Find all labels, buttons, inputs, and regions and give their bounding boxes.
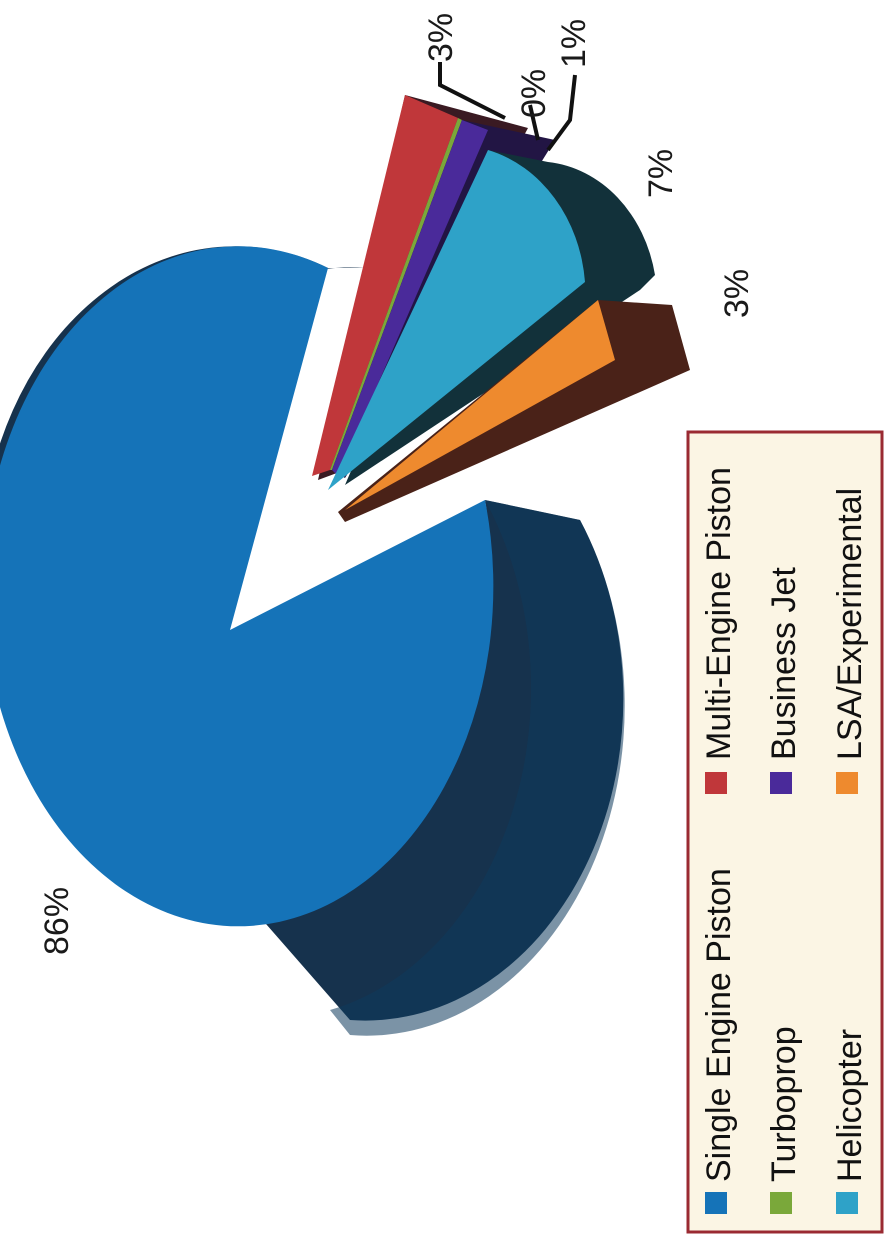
slice-turboprop-top — [330, 118, 462, 470]
leader-turboprop — [528, 104, 540, 141]
slice-single-engine-piston-shade — [330, 500, 625, 1036]
legend-label-multi-engine-piston: Multi-Engine Piston — [700, 467, 738, 760]
legend-swatch-lsa-experimental — [836, 772, 858, 794]
leader-business-jet — [546, 74, 577, 152]
pct-label-multi-engine-piston: 3% — [422, 13, 460, 62]
pct-label-single-engine-piston: 86% — [38, 887, 76, 955]
pct-label-turboprop: 0% — [515, 69, 553, 118]
legend-label-helicopter: Helicopter — [831, 1029, 869, 1182]
slice-multi-engine-piston-top — [312, 95, 458, 476]
leader-lines — [438, 62, 577, 152]
slice-lsa-experimental — [338, 300, 690, 522]
slice-single-engine-piston — [0, 246, 625, 1036]
legend-swatch-multi-engine-piston — [705, 772, 727, 794]
slice-business-jet-top — [332, 120, 488, 476]
slice-turboprop — [330, 118, 462, 470]
legend-swatch-single-engine-piston — [705, 1192, 727, 1214]
legend-swatch-turboprop — [770, 1192, 792, 1214]
slice-helicopter — [328, 150, 655, 490]
legend: Single Engine Piston Multi-Engine Piston… — [686, 430, 884, 1234]
pct-label-helicopter: 7% — [642, 149, 680, 198]
slice-single-engine-piston-top — [0, 246, 494, 927]
legend-swatch-business-jet — [770, 772, 792, 794]
legend-label-turboprop: Turboprop — [765, 1026, 803, 1182]
slice-helicopter-top — [328, 150, 585, 490]
legend-box — [686, 430, 884, 1234]
legend-label-lsa-experimental: LSA/Experimental — [831, 488, 869, 760]
legend-swatch-helicopter — [836, 1192, 858, 1214]
leader-multi-engine — [438, 62, 506, 120]
pct-label-business-jet: 1% — [555, 19, 593, 68]
legend-label-business-jet: Business Jet — [765, 567, 803, 760]
slice-lsa-experimental-top — [345, 300, 615, 510]
legend-label-single-engine-piston: Single Engine Piston — [700, 868, 738, 1182]
pct-label-lsa-experimental: 3% — [718, 269, 756, 318]
